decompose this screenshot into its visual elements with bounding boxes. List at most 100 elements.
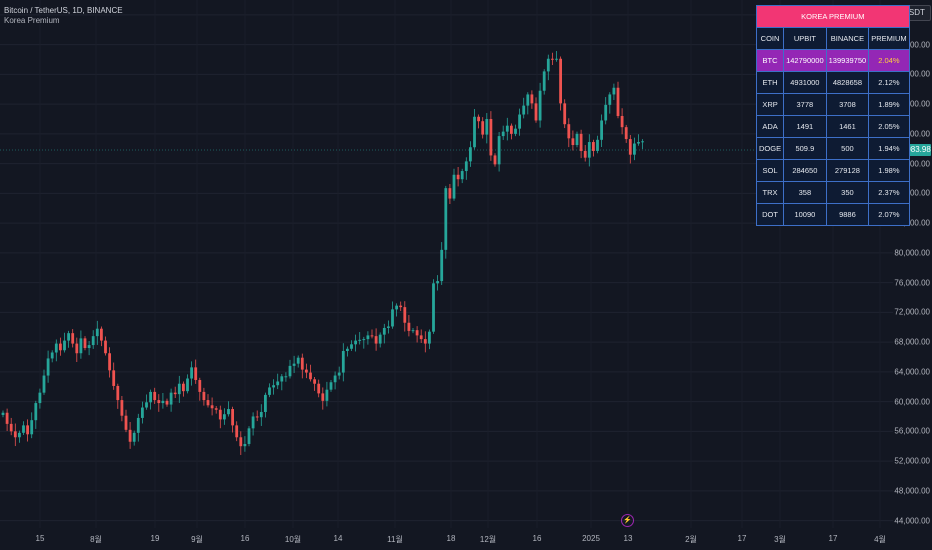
candle-body (239, 437, 243, 447)
cell-upbit: 358 (783, 181, 827, 204)
candle-body (145, 402, 148, 408)
cell-binance: 1461 (825, 115, 870, 138)
candle-body (112, 370, 116, 386)
candle-body (501, 131, 505, 137)
candle-body (251, 416, 255, 429)
candle-body (387, 326, 390, 328)
candle-body (341, 351, 345, 373)
cell-binance: 139939750 (825, 49, 870, 72)
x-tick-label: 11월 (387, 535, 403, 544)
symbol-title[interactable]: Bitcoin / TetherUS, 1D, BINANCE (4, 6, 123, 15)
candle-body (382, 327, 386, 335)
candle-body (546, 58, 550, 72)
candle-body (489, 118, 493, 156)
candle-body (264, 394, 267, 412)
candle-body (26, 425, 29, 435)
y-tick-label: 76,000.00 (894, 278, 930, 288)
candle-body (374, 336, 378, 344)
candle-body (633, 143, 636, 155)
candle-body (534, 103, 538, 121)
cell-upbit: 509.9 (783, 137, 827, 160)
candle-body (510, 125, 513, 134)
x-tick-label: 19 (150, 534, 160, 543)
indicator-title[interactable]: Korea Premium (4, 16, 60, 25)
x-tick-label: 8월 (90, 535, 102, 544)
candle-body (403, 307, 407, 323)
candle-body (448, 188, 452, 199)
cell-premium: 2.05% (868, 115, 910, 138)
candle-body (157, 400, 161, 404)
candle-body (91, 336, 95, 346)
candle-body (317, 383, 321, 394)
table-row: DOGE 509.9 500 1.94% (755, 137, 910, 160)
x-tick-label: 15 (35, 534, 45, 543)
x-tick-label: 18 (446, 534, 456, 543)
x-tick-label: 2월 (685, 535, 697, 544)
candle-body (460, 171, 464, 180)
y-tick-label: 88,000.00 (894, 188, 930, 198)
candle-body (169, 392, 173, 405)
candle-body (407, 322, 411, 331)
candle-body (456, 174, 460, 180)
candle-body (452, 174, 456, 199)
chart-header: Bitcoin / TetherUS, 1D, BINANCE Korea Pr… (4, 6, 123, 26)
cell-binance: 500 (825, 137, 870, 160)
lightning-icon[interactable]: ⚡ (621, 514, 634, 527)
table-row: XRP 3778 3708 1.89% (755, 93, 910, 116)
candle-body (214, 408, 218, 410)
candle-body (485, 118, 489, 135)
candle-body (399, 305, 403, 308)
x-tick-label: 13 (623, 534, 633, 543)
candle-body (473, 116, 476, 148)
y-tick-label: 104,000.00 (889, 69, 930, 79)
y-tick-label: 56,000.00 (894, 426, 930, 436)
candle-body (305, 369, 308, 373)
cell-coin: DOT (755, 203, 785, 226)
candle-body (542, 71, 546, 91)
candle-body (391, 309, 394, 327)
candle-body (563, 103, 567, 125)
y-tick-label: 60,000.00 (894, 397, 930, 407)
candle-body (186, 378, 189, 392)
candle-body (63, 340, 66, 351)
x-tick-label: 10월 (284, 535, 302, 544)
candle-body (526, 94, 530, 106)
cell-coin: SOL (755, 159, 785, 182)
candle-body (210, 405, 214, 409)
candle-body (358, 339, 362, 341)
candle-body (247, 428, 251, 444)
col-header: COIN (755, 27, 785, 50)
candles (1, 50, 644, 455)
candle-body (362, 339, 366, 341)
candle-body (218, 409, 222, 420)
time-axis[interactable]: 15 8월 19 9월 16 10월 14 11월 18 12월 16 2025 13 2월 17 3월 17 4… (0, 528, 893, 550)
candle-body (567, 124, 571, 139)
cell-upbit: 142790000 (783, 49, 827, 72)
candle-body (366, 335, 370, 340)
cell-coin: TRX (755, 181, 785, 204)
candle-body (255, 416, 259, 418)
candle-body (153, 391, 157, 401)
candle-body (173, 392, 177, 395)
candle-body (128, 429, 132, 442)
candle-body (395, 305, 398, 310)
candle-body (350, 344, 353, 349)
cell-premium: 2.07% (868, 203, 910, 226)
candle-body (415, 330, 419, 336)
candle-body (235, 425, 239, 438)
cell-upbit: 3778 (783, 93, 827, 116)
candle-body (161, 400, 165, 404)
candle-body (272, 385, 275, 388)
candle-body (243, 443, 247, 447)
x-tick-label: 3월 (774, 535, 786, 544)
candle-body (104, 340, 107, 354)
cell-premium: 1.89% (868, 93, 910, 116)
candle-body (75, 343, 79, 354)
candle-body (325, 389, 329, 401)
x-tick-label: 16 (532, 534, 542, 543)
price-chart[interactable] (0, 0, 893, 528)
candle-body (108, 353, 111, 371)
candle-body (198, 380, 202, 392)
candle-body (559, 58, 562, 104)
cell-upbit: 284650 (783, 159, 827, 182)
